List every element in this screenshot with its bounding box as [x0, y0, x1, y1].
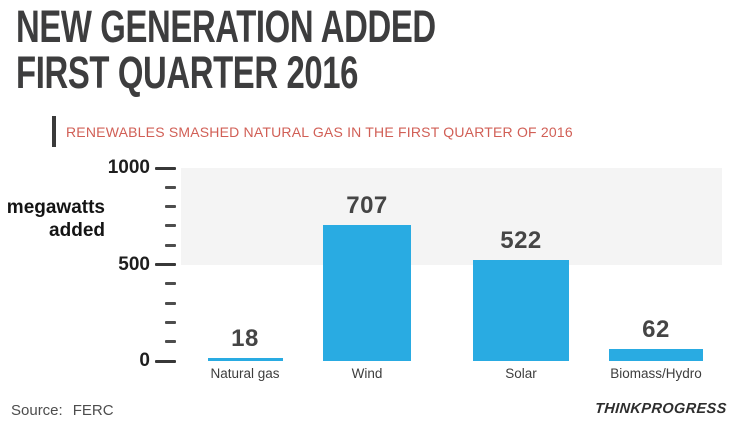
y-major-tick [155, 263, 176, 266]
bar-category-label: Solar [505, 366, 537, 381]
y-minor-tick [165, 301, 176, 305]
page-title-line2: FIRST QUARTER 2016 [16, 47, 359, 98]
y-minor-tick [165, 243, 176, 247]
bar-value-label: 18 [231, 325, 259, 352]
y-minor-tick [165, 282, 176, 286]
bar [323, 225, 411, 361]
source-note: Source: FERC [11, 402, 114, 419]
bar [473, 260, 569, 361]
subtitle-accent-bar [52, 116, 56, 147]
page-title-line1: NEW GENERATION ADDED [16, 1, 436, 52]
bar-value-label: 62 [642, 316, 670, 343]
y-major-tick [155, 359, 176, 363]
bar [609, 349, 703, 361]
bar-value-label: 707 [346, 192, 388, 219]
y-minor-tick [165, 185, 176, 189]
thinkprogress-logo: THINKPROGRESS [594, 401, 728, 417]
bar [207, 358, 283, 361]
y-minor-tick [165, 205, 176, 209]
source-label: Source: [11, 402, 63, 419]
y-minor-tick [165, 320, 176, 324]
bar-category-label: Natural gas [210, 366, 280, 381]
chart-subtitle: RENEWABLES SMASHED NATURAL GAS IN THE FI… [66, 124, 573, 140]
y-tick-label: 0 [139, 350, 150, 371]
y-tick-label: 500 [118, 253, 150, 275]
source-value: FERC [72, 402, 114, 419]
bar-value-label: 522 [500, 227, 542, 254]
y-axis-title-line1: megawatts [6, 197, 105, 218]
y-axis-title: megawatts added [0, 196, 105, 242]
upper-range-band [181, 168, 722, 265]
y-minor-tick [165, 340, 176, 344]
y-tick-label: 1000 [107, 157, 150, 178]
y-minor-tick [165, 224, 176, 228]
bar-category-label: Biomass/Hydro [610, 366, 702, 381]
page-title: NEW GENERATION ADDED FIRST QUARTER 2016 [16, 4, 436, 96]
y-axis-title-line2: added [49, 220, 105, 241]
bar-category-label: Wind [351, 366, 383, 381]
y-major-tick [155, 166, 176, 170]
